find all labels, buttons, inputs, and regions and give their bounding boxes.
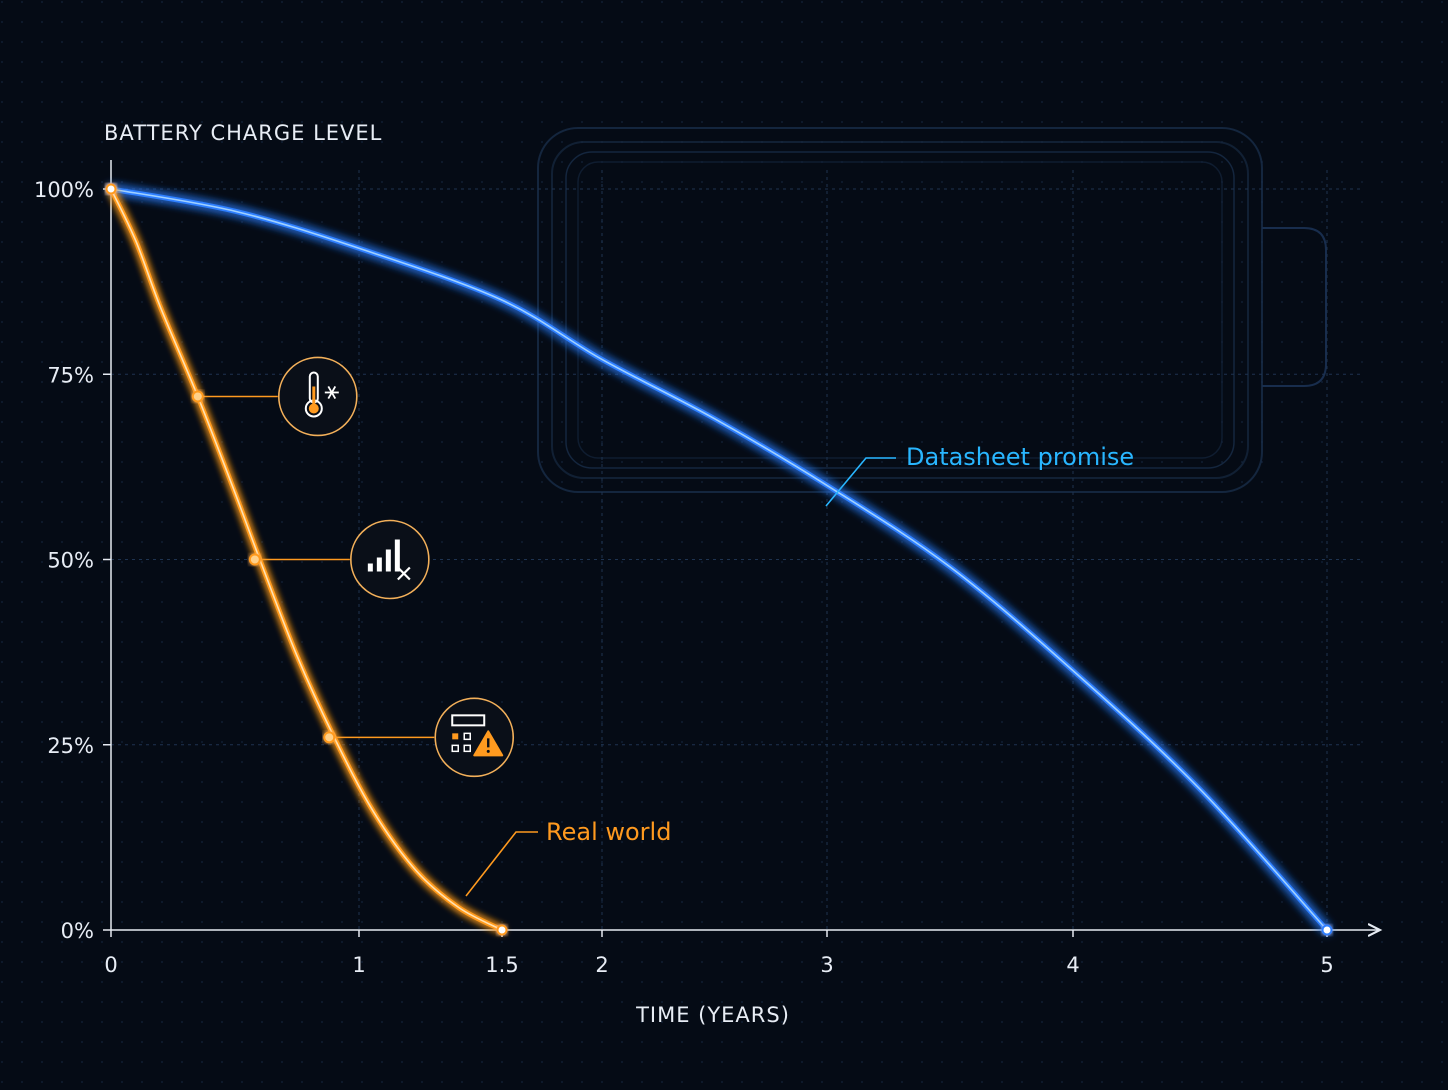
y-tick-label: 0%: [61, 919, 94, 943]
battery-outline-icon: [537, 127, 1327, 493]
annotation-point: [191, 390, 204, 403]
datasheet-series-label: Datasheet promise: [906, 443, 1134, 471]
y-axis-title: BATTERY CHARGE LEVEL: [104, 121, 382, 145]
x-tick-label: 1: [352, 953, 365, 977]
x-tick-label: 3: [820, 953, 833, 977]
icon-bubble: [434, 697, 515, 778]
real-world-series-label: Real world: [546, 818, 671, 846]
x-tick-label: 4: [1066, 953, 1079, 977]
axes: 100% 75% 50% 25% 0% 0 1 1.5 2 3 4 5: [34, 160, 1380, 977]
real-world-label-leader: [465, 831, 538, 897]
grid-lines: [111, 170, 1360, 930]
annotations: [191, 356, 515, 778]
y-tick-label: 25%: [47, 734, 94, 758]
annotation-thermometer-snowflake-icon: [191, 356, 358, 437]
x-tick-label: 2: [595, 953, 608, 977]
datasheet-label-leader: [825, 457, 896, 507]
annotation-point: [248, 553, 261, 566]
thermometer-snowflake-icon: [304, 371, 339, 418]
y-tick-label: 75%: [47, 363, 94, 387]
datasheet-promise-line-core: [110, 188, 1328, 931]
x-tick-label: 1.5: [485, 953, 518, 977]
annotation-no-signal-icon: [248, 519, 430, 600]
real-world-line-core: [110, 188, 503, 931]
x-tick-label: 0: [104, 953, 117, 977]
x-tick-label: 5: [1320, 953, 1333, 977]
system-warning-icon: [451, 714, 504, 757]
y-tick-label: 100%: [34, 178, 94, 202]
series-lines: [105, 183, 1333, 936]
annotation-point: [323, 731, 336, 744]
data-point: [496, 924, 508, 936]
y-tick-label: 50%: [47, 549, 94, 573]
no-signal-icon: [367, 539, 411, 581]
annotation-system-warning-icon: [323, 697, 515, 778]
data-point: [105, 183, 117, 195]
data-point: [1321, 924, 1333, 936]
x-axis-title: TIME (YEARS): [635, 1003, 790, 1027]
